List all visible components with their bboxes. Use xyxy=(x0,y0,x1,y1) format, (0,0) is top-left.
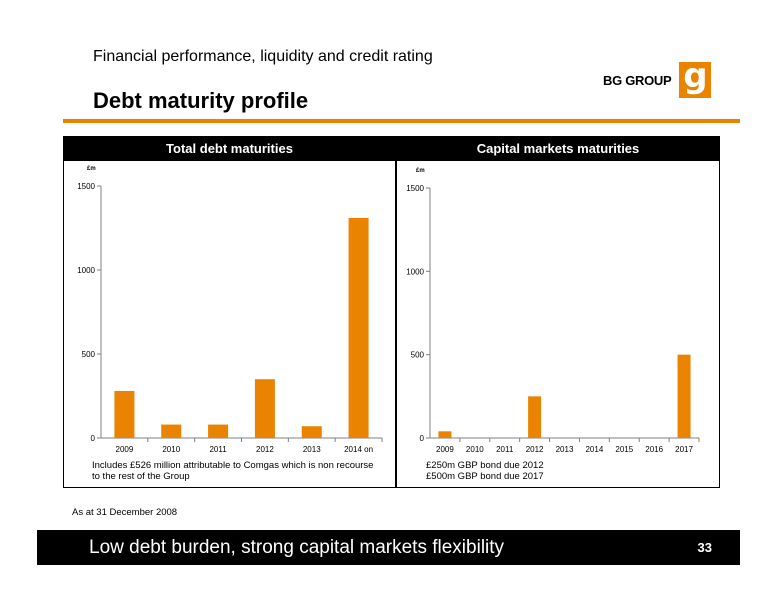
footer-band: Low debt burden, strong capital markets … xyxy=(37,530,740,565)
slide-subtitle: Financial performance, liquidity and cre… xyxy=(93,48,433,65)
y-tick-label: 500 xyxy=(411,351,425,360)
capital-markets-chart: £m 0 500 1000 1500 2009 2010 2011 2012 2013 2014 20… xyxy=(406,168,700,454)
y-axis-unit-label: £m xyxy=(87,166,96,172)
x-tick-label: 2014 xyxy=(585,445,603,454)
capital-markets-note-line-1: £250m GBP bond due 2012 xyxy=(426,460,544,471)
capital-markets-panel: Capital markets maturities £m 0 500 1000 150… xyxy=(396,136,720,488)
x-tick-label: 2013 xyxy=(303,445,321,454)
bar-2009 xyxy=(114,390,135,438)
y-tick-label: 1500 xyxy=(406,184,424,193)
x-tick-label: 2016 xyxy=(645,445,663,454)
bar-2012 xyxy=(528,396,542,438)
slide-title: Debt maturity profile xyxy=(93,88,309,113)
x-tick-label: 2012 xyxy=(526,445,544,454)
bg-group-logo: BG GROUP g xyxy=(603,56,712,98)
x-tick-label: 2013 xyxy=(556,445,574,454)
bar-2010 xyxy=(161,424,182,438)
bar-2011 xyxy=(208,424,229,438)
x-tick-label: 2014 on xyxy=(344,445,373,454)
bar-2009 xyxy=(438,431,452,438)
capital-markets-chart-title: Capital markets maturities xyxy=(397,137,719,161)
bar-2013 xyxy=(301,426,322,438)
y-axis-unit-label: £m xyxy=(416,168,425,174)
logo-mark-icon: g xyxy=(679,56,712,98)
x-tick-label: 2009 xyxy=(116,445,134,454)
x-tick-label: 2009 xyxy=(436,445,454,454)
y-tick-label: 1000 xyxy=(406,267,424,276)
x-tick-label: 2015 xyxy=(615,445,633,454)
y-tick-label: 500 xyxy=(82,350,96,359)
header-divider xyxy=(63,119,740,123)
bar-2017 xyxy=(677,354,691,438)
y-tick-label: 1000 xyxy=(77,266,95,275)
x-tick-label: 2010 xyxy=(466,445,484,454)
total-debt-panel: Total debt maturities £m 0 500 1000 1500 2009… xyxy=(63,136,396,488)
total-debt-note: Includes £526 million attributable to Co… xyxy=(92,460,373,482)
as-at-date: As at 31 December 2008 xyxy=(72,507,178,518)
x-tick-label: 2011 xyxy=(209,445,227,454)
bar-2012 xyxy=(254,379,275,438)
y-tick-label: 0 xyxy=(91,434,96,443)
total-debt-chart: £m 0 500 1000 1500 2009 2010 2011 2012 2013 2014 o… xyxy=(77,166,383,454)
footer-message: Low debt burden, strong capital markets … xyxy=(89,537,505,558)
x-tick-label: 2011 xyxy=(496,445,514,454)
y-tick-label: 1500 xyxy=(77,182,95,191)
y-tick-label: 0 xyxy=(420,434,425,443)
page-number: 33 xyxy=(697,540,712,555)
capital-markets-note: £250m GBP bond due 2012 £500m GBP bond d… xyxy=(426,460,544,482)
x-tick-label: 2010 xyxy=(162,445,180,454)
logo-text: BG GROUP xyxy=(603,72,672,88)
x-tick-label: 2017 xyxy=(675,445,693,454)
total-debt-chart-title: Total debt maturities xyxy=(64,137,395,161)
total-debt-note-line-1: Includes £526 million attributable to Co… xyxy=(92,460,374,471)
bar-2014-on xyxy=(348,217,369,438)
logo-mark-glyph: g xyxy=(683,56,708,96)
total-debt-note-line-2: to the rest of the Group xyxy=(92,471,190,482)
x-tick-label: 2012 xyxy=(256,445,274,454)
capital-markets-note-line-2: £500m GBP bond due 2017 xyxy=(426,471,544,482)
